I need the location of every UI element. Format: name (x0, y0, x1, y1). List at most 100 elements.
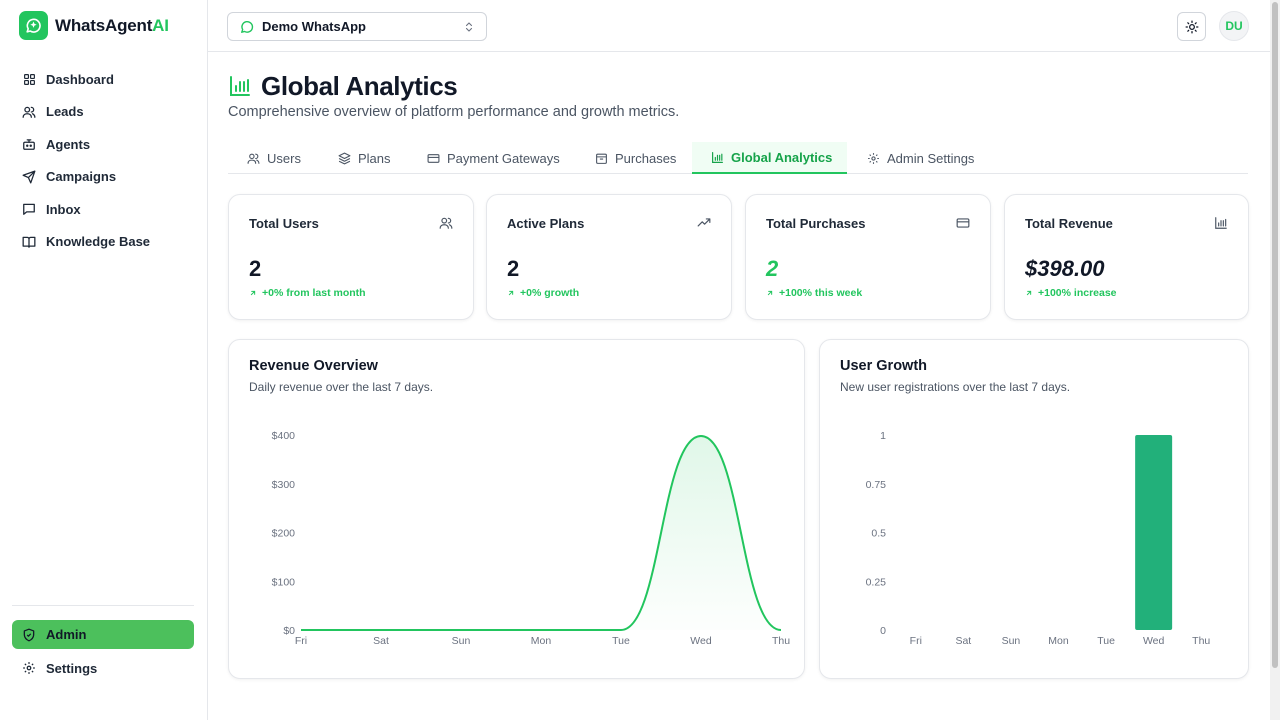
stat-card-total-purchases: Total Purchases 2 +100% this week (745, 194, 991, 320)
sidebar-item-dashboard[interactable]: Dashboard (12, 63, 194, 95)
sidebar-item-settings[interactable]: Settings (12, 652, 194, 684)
arrow-up-right-icon (507, 289, 515, 297)
sidebar-item-admin[interactable]: Admin (12, 620, 194, 649)
sidebar-bottom: Admin Settings (12, 605, 194, 685)
x-tick-label: Wed (690, 635, 712, 647)
stat-change: +100% increase (1025, 287, 1117, 299)
stat-label: Total Purchases (766, 216, 866, 231)
revenue-area-fill (301, 435, 781, 630)
revenue-line (301, 434, 782, 631)
stat-label: Active Plans (507, 216, 585, 231)
sidebar-item-label: Inbox (46, 201, 81, 217)
tab-purchases[interactable]: Purchases (595, 142, 676, 174)
y-tick-label: 0.5 (871, 528, 886, 540)
y-tick-label: $100 (272, 576, 296, 588)
stat-value: $398.00 (1025, 256, 1105, 281)
revenue-area-chart: $0 $100 $200 $300 $400 Fri Sat Sun Mon Tue Wed Thu (272, 430, 791, 647)
send-icon (22, 170, 36, 184)
shield-icon (22, 628, 36, 642)
grid-icon (22, 72, 36, 86)
users-icon (247, 152, 260, 165)
chevron-up-down-icon (463, 20, 475, 37)
chart-subtitle: Daily revenue over the last 7 days. (249, 380, 434, 394)
y-tick-label: $400 (272, 430, 296, 442)
sidebar-item-label: Knowledge Base (46, 234, 151, 249)
bar-chart-icon (228, 74, 252, 98)
users-icon (22, 105, 36, 119)
workspace-select[interactable]: Demo WhatsApp (227, 12, 487, 41)
stat-card-total-users: Total Users 2 +0% from last month (228, 194, 474, 320)
x-tick-label: Thu (772, 635, 790, 647)
tab-label: Users (267, 150, 301, 166)
x-tick-label: Sat (373, 635, 389, 647)
sidebar-item-label: Dashboard (46, 71, 114, 87)
x-tick-label: Tue (612, 635, 630, 647)
tab-label: Global Analytics (731, 149, 833, 165)
package-icon (595, 152, 608, 165)
topbar: Demo WhatsApp DU (208, 0, 1270, 52)
sidebar-item-label: Settings (46, 660, 98, 676)
page-subtitle: Comprehensive overview of platform perfo… (228, 104, 680, 120)
x-tick-label: Sun (1002, 635, 1021, 647)
sidebar-item-agents[interactable]: Agents (12, 128, 194, 160)
stat-value: 2 (249, 256, 262, 281)
revenue-overview-card: Revenue Overview Daily revenue over the … (228, 339, 805, 679)
x-tick-label: Sat (955, 635, 971, 647)
stat-label: Total Users (249, 216, 319, 231)
tab-plans[interactable]: Plans (338, 142, 391, 174)
trending-up-icon (697, 216, 711, 230)
sidebar-item-inbox[interactable]: Inbox (12, 193, 194, 225)
tab-label: Plans (358, 150, 391, 166)
user-growth-bar-chart: 0 0.25 0.5 0.75 1 Fri Sat Sun Mon Tue Wed Thu (866, 430, 1211, 647)
whatsapp-logo-icon (19, 11, 48, 40)
sidebar-nav: Dashboard Leads Agents Campaigns Inbox K… (12, 63, 194, 258)
tab-users[interactable]: Users (247, 142, 301, 174)
gear-icon (867, 152, 880, 165)
user-growth-card: User Growth New user registrations over … (819, 339, 1249, 679)
card-icon (427, 152, 440, 165)
tab-label: Purchases (615, 150, 677, 166)
card-icon (956, 216, 970, 230)
x-tick-label: Fri (910, 635, 922, 647)
bar (1135, 435, 1173, 630)
y-tick-label: 0.75 (866, 479, 887, 491)
sidebar-item-label: Leads (46, 104, 84, 119)
y-tick-label: 0.25 (866, 576, 887, 588)
users-icon (439, 216, 453, 230)
sidebar-item-knowledge-base[interactable]: Knowledge Base (12, 226, 194, 258)
stat-label: Total Revenue (1025, 216, 1113, 231)
stat-change: +100% this week (766, 287, 862, 299)
page-header: Global Analytics (228, 70, 458, 102)
chart-title: Revenue Overview (249, 358, 378, 374)
brand[interactable]: WhatsAgentAI (19, 11, 169, 40)
bar-chart-icon (1214, 216, 1228, 230)
chart-subtitle: New user registrations over the last 7 d… (840, 380, 1071, 394)
chart-title: User Growth (840, 358, 928, 374)
sidebar-item-leads[interactable]: Leads (12, 96, 194, 128)
tab-label: Payment Gateways (447, 150, 560, 166)
scrollbar-thumb[interactable] (1272, 2, 1278, 668)
stat-card-total-revenue: Total Revenue $398.00 +100% increase (1004, 194, 1249, 320)
tab-payment-gateways[interactable]: Payment Gateways (427, 142, 560, 174)
y-tick-label: $0 (283, 625, 295, 637)
sidebar-item-label: Agents (46, 136, 91, 152)
tab-global-analytics[interactable]: Global Analytics (692, 142, 847, 174)
sidebar-item-label: Admin (46, 627, 87, 642)
stat-change: +0% from last month (249, 287, 366, 299)
tab-admin-settings[interactable]: Admin Settings (867, 142, 974, 174)
workspace-name: Demo WhatsApp (262, 19, 366, 34)
sidebar-item-campaigns[interactable]: Campaigns (12, 161, 194, 193)
theme-toggle-button[interactable] (1177, 12, 1206, 41)
y-tick-label: $300 (272, 479, 296, 491)
sidebar-item-label: Campaigns (46, 169, 117, 184)
brand-name: WhatsAgentAI (55, 15, 169, 35)
layers-icon (338, 152, 351, 165)
book-icon (22, 235, 36, 249)
avatar[interactable]: DU (1219, 11, 1249, 41)
arrow-up-right-icon (1025, 289, 1033, 297)
bar-chart-icon (711, 151, 724, 164)
y-tick-label: 0 (880, 625, 886, 637)
tab-label: Admin Settings (887, 150, 975, 166)
whatsapp-icon (240, 20, 254, 34)
x-tick-label: Mon (1048, 635, 1069, 647)
